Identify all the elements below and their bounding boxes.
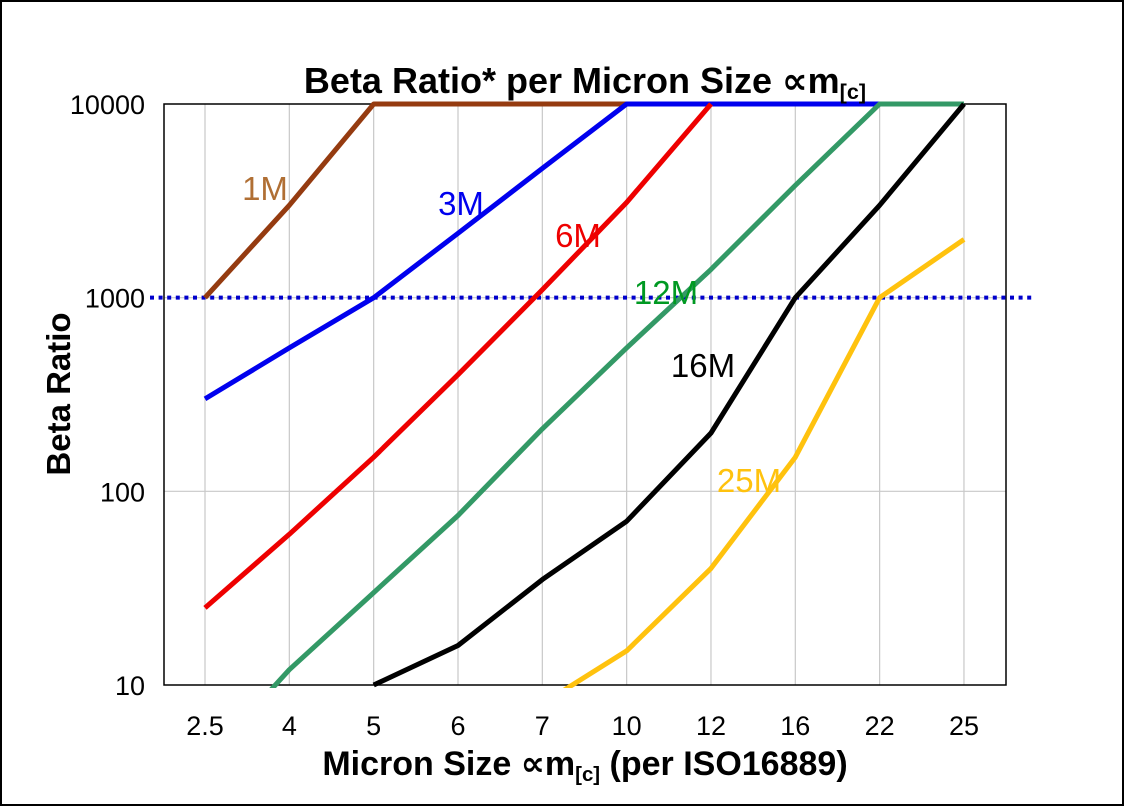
x-axis-title-suffix: (per ISO16889)	[600, 745, 848, 783]
chart-title: Beta Ratio* per Micron Size ∝m[c]	[164, 60, 1006, 105]
y-tick-label-10: 10	[115, 671, 145, 701]
series-label-3m: 3M	[438, 185, 484, 222]
series-label-12m: 12M	[634, 274, 698, 311]
y-tick-label-100: 100	[100, 477, 145, 507]
series-label-25m: 25M	[717, 462, 781, 499]
chart-title-subscript: [c]	[839, 79, 867, 105]
x-axis-title-subscript: [c]	[575, 763, 601, 786]
series-label-6m: 6M	[555, 217, 601, 254]
chart-title-mu-symbol: ∝m	[782, 60, 840, 101]
series-line-1m	[203, 101, 627, 300]
series-label-16m: 16M	[671, 347, 735, 384]
x-axis-title-prefix: Micron Size	[322, 745, 521, 783]
x-tick-label-16: 16	[780, 711, 810, 741]
chart-title-text: Beta Ratio* per Micron Size	[303, 60, 783, 101]
x-tick-label-22: 22	[865, 711, 895, 741]
x-tick-label-25: 25	[949, 711, 979, 741]
y-tick-label-1000: 1000	[85, 284, 145, 314]
x-axis-title: Micron Size ∝m[c] (per ISO16889)	[164, 744, 1006, 786]
x-tick-label-12: 12	[696, 711, 726, 741]
x-tick-label-7: 7	[535, 711, 550, 741]
series-label-1m: 1M	[242, 170, 288, 207]
x-tick-label-5: 5	[366, 711, 381, 741]
x-axis-title-mu-symbol: ∝m	[520, 745, 576, 783]
x-tick-label-10: 10	[612, 711, 642, 741]
x-tick-label-4: 4	[282, 711, 297, 741]
series-line-6m	[203, 102, 713, 610]
y-axis-title: Beta Ratio	[40, 312, 77, 476]
x-tick-label-6: 6	[450, 711, 465, 741]
series-line-3m	[203, 101, 964, 402]
series-line-12m	[269, 101, 964, 688]
y-tick-label-10000: 10000	[70, 90, 145, 120]
series-line-25m	[562, 237, 966, 688]
x-tick-label-2.5: 2.5	[186, 711, 224, 741]
series-line-16m	[372, 102, 966, 688]
